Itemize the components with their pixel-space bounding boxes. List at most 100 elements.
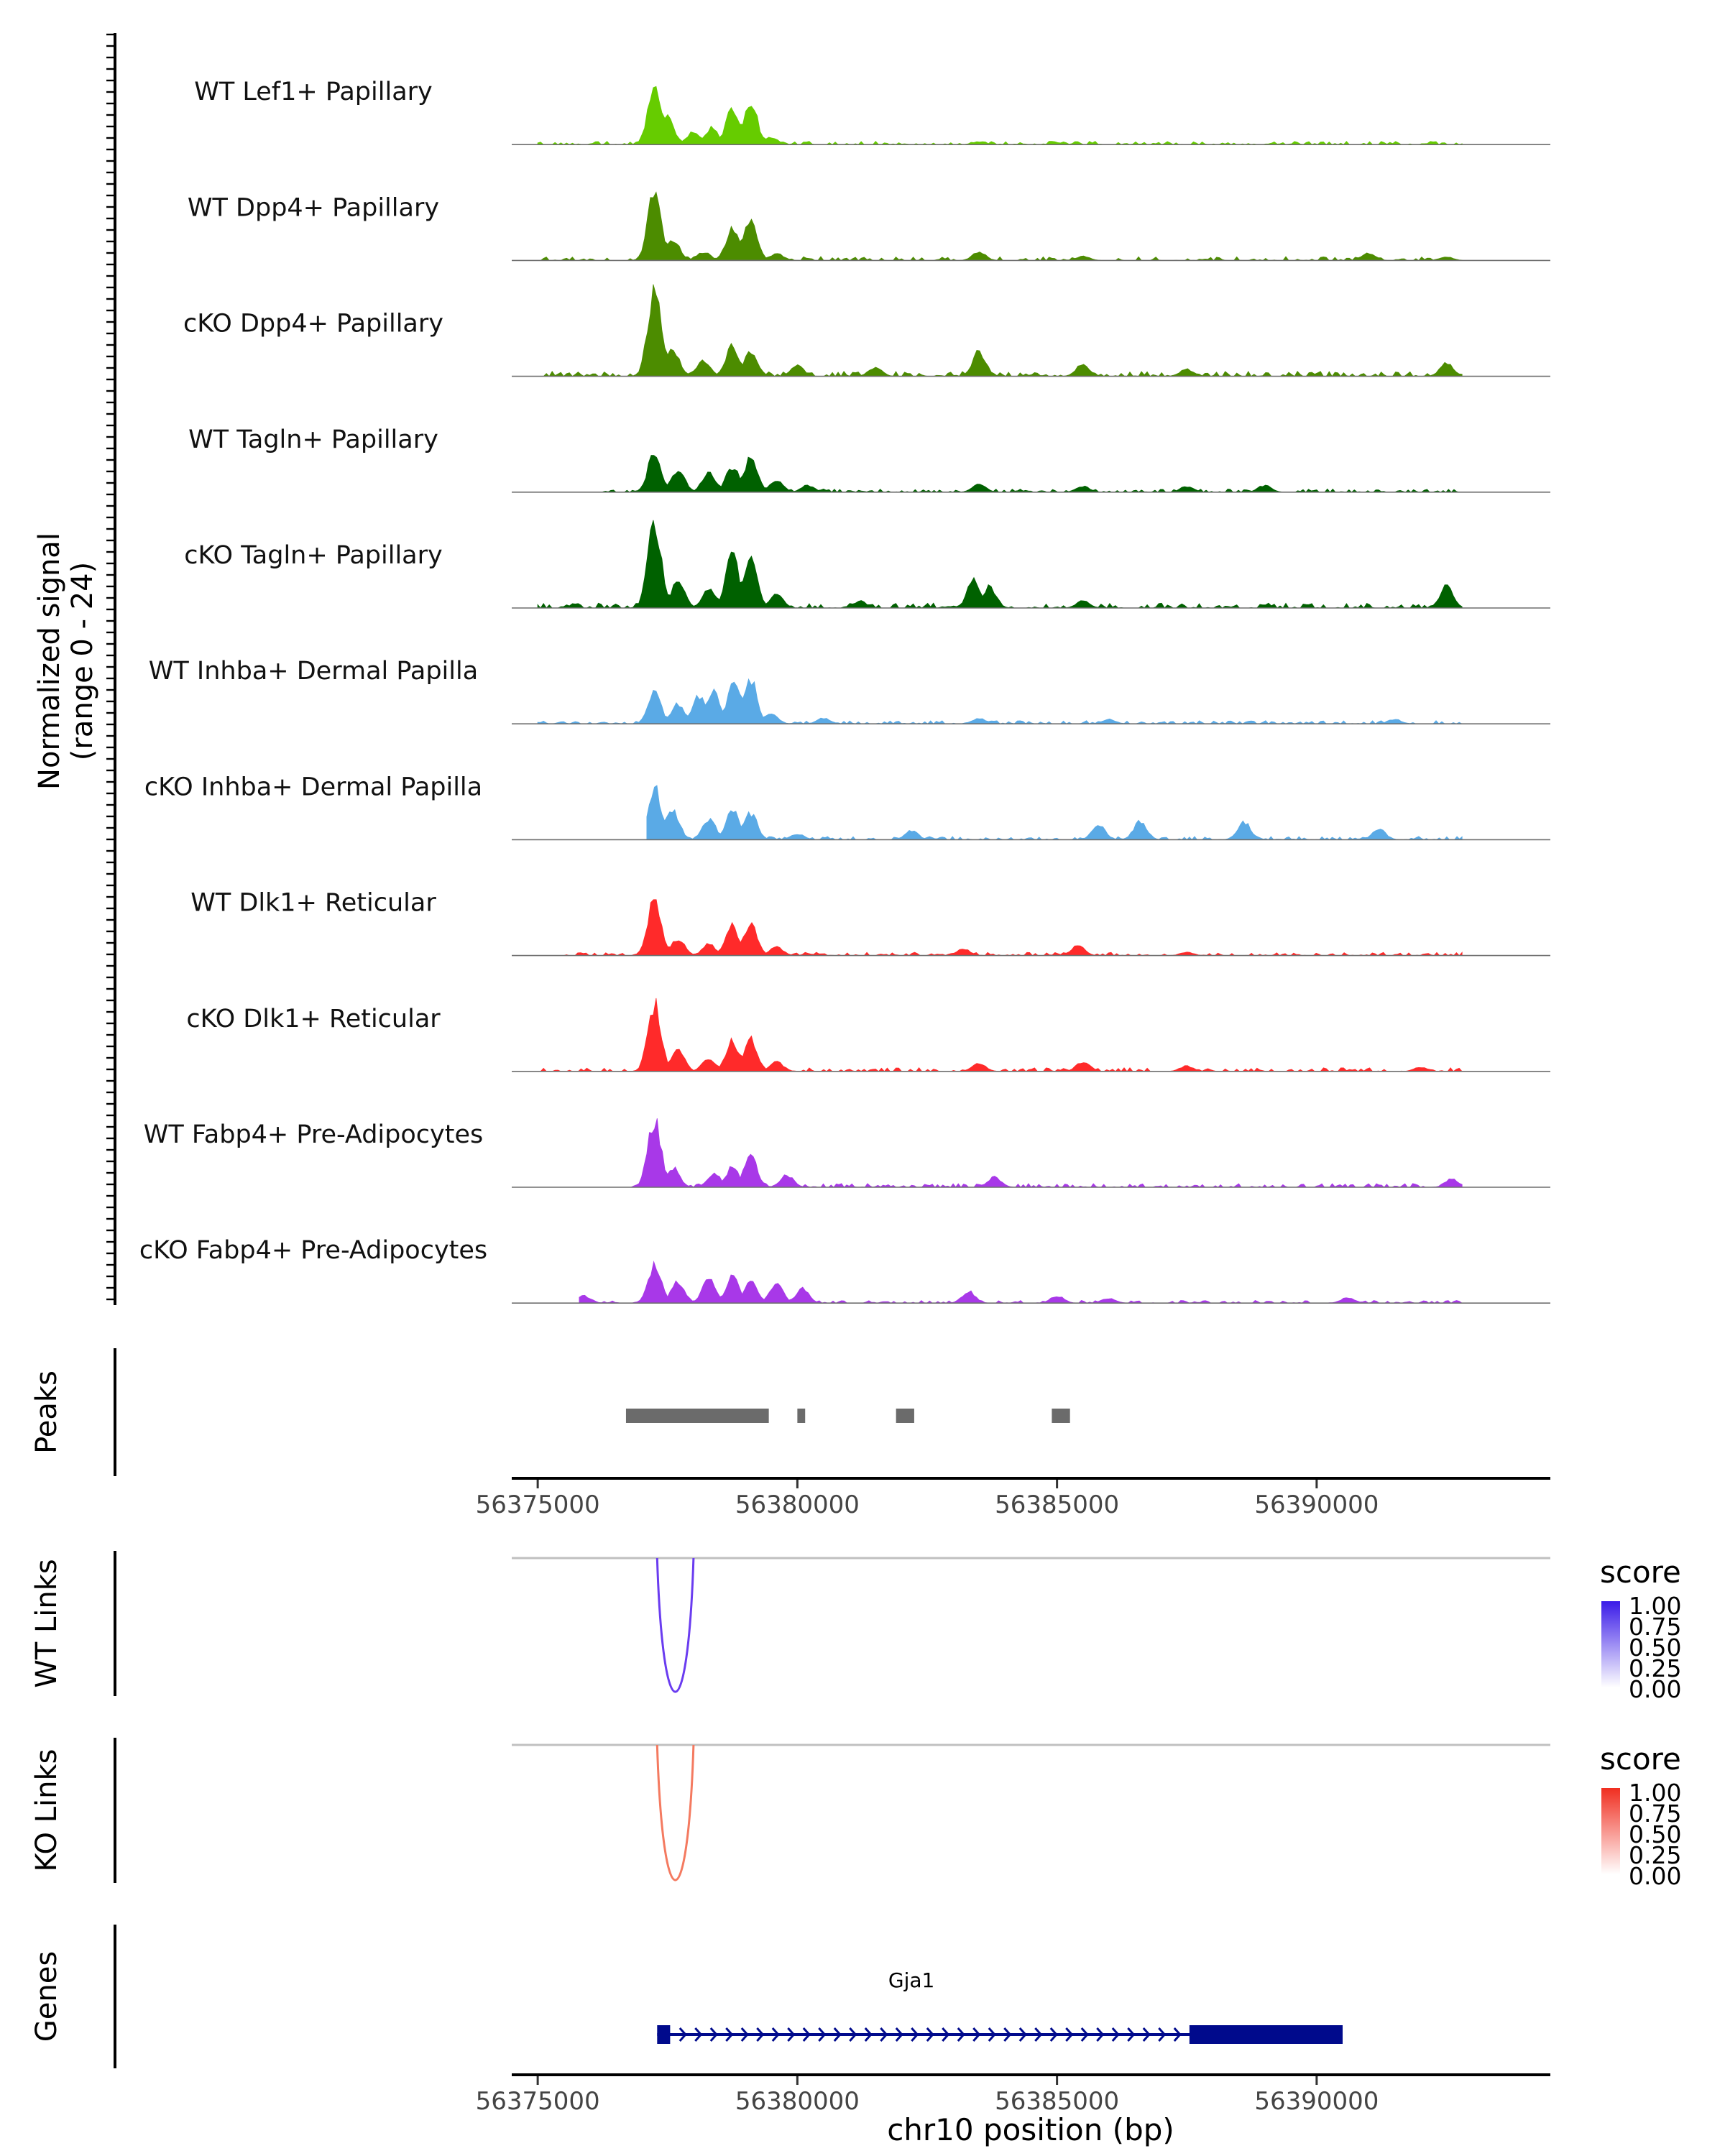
track-label: cKO Tagln+ Papillary [184, 541, 443, 570]
x-tick-label: 56385000 [995, 2087, 1119, 2116]
score-legends: score 1.00 0.75 0.50 0.25 0.00 score 1.0… [1600, 1554, 1681, 1890]
link-arc [656, 1557, 695, 1693]
strand-arrow [895, 2027, 903, 2042]
link-arc [656, 1744, 695, 1881]
strand-arrow [849, 2027, 857, 2042]
signal-area [537, 678, 1463, 724]
track-6: cKO Inhba+ Dermal Papilla [144, 773, 1550, 841]
strand-arrow [1096, 2027, 1105, 2042]
strand-arrow [1142, 2027, 1151, 2042]
track-label: WT Dlk1+ Reticular [190, 889, 436, 918]
signal-tracks: WT Lef1+ Papillary WT Dpp4+ Papillary cKO … [139, 78, 1550, 1304]
strand-arrow [1111, 2027, 1120, 2042]
wt-legend-tick-000: 0.00 [1629, 1675, 1681, 1703]
strand-arrow [926, 2027, 934, 2042]
signal-area [538, 998, 1463, 1072]
signal-area [564, 899, 1463, 957]
y-axis-range: (range 0 - 24) [66, 562, 99, 760]
strand-arrow [880, 2027, 888, 2042]
strand-arrow [972, 2027, 981, 2042]
signal-area [538, 191, 1463, 262]
peak-region [896, 1409, 914, 1423]
x-tick-label: 56390000 [1254, 1491, 1379, 1519]
x-axis-bottom-ticks: 56375000 56380000 56385000 56390000 [476, 2076, 1379, 2116]
track-label: WT Tagln+ Papillary [188, 425, 438, 454]
x-tick-label: 56380000 [735, 2087, 860, 2116]
signal-area [537, 86, 1463, 145]
wt-links-label: WT Links [30, 1559, 63, 1687]
signal-area [599, 455, 1463, 493]
strand-arrow [678, 2027, 687, 2042]
x-tick-label: 56380000 [735, 1491, 860, 1519]
x-tick-label: 56375000 [476, 2087, 600, 2116]
track-label: cKO Dpp4+ Papillary [183, 310, 443, 338]
gene-model: Gja1 [657, 1968, 1343, 2044]
strand-arrow [1173, 2027, 1182, 2042]
wt-legend-tick-075: 0.75 [1629, 1613, 1681, 1641]
ko-legend-tick-100: 1.00 [1629, 1779, 1681, 1807]
track-label: cKO Dlk1+ Reticular [186, 1005, 441, 1033]
y-axis-title: Normalized signal [33, 533, 66, 790]
wt-legend-tick-025: 0.25 [1629, 1654, 1681, 1682]
wt-legend-tick-050: 0.50 [1629, 1634, 1681, 1662]
ko-legend-title: score [1600, 1741, 1681, 1777]
track-8: cKO Dlk1+ Reticular [186, 998, 1550, 1072]
strand-arrow [1003, 2027, 1012, 2042]
track-label: WT Inhba+ Dermal Papilla [149, 657, 478, 686]
signal-y-axis-ticks [106, 33, 115, 1301]
strand-arrow [1158, 2027, 1167, 2042]
strand-arrow [1127, 2027, 1136, 2042]
gene-exon [1189, 2025, 1343, 2044]
track-9: WT Fabp4+ Pre-Adipocytes [144, 1118, 1550, 1188]
strand-arrow [1065, 2027, 1074, 2042]
track-4: cKO Tagln+ Papillary [184, 520, 1550, 609]
strand-arrow [802, 2027, 811, 2042]
strand-arrow [942, 2027, 950, 2042]
peaks-label: Peaks [30, 1370, 63, 1454]
strand-arrow [1034, 2027, 1043, 2042]
strand-arrow [1018, 2027, 1027, 2042]
x-tick-label: 56385000 [995, 1491, 1119, 1519]
strand-arrow [694, 2027, 703, 2042]
track-label: cKO Inhba+ Dermal Papilla [144, 773, 482, 801]
strand-arrow [787, 2027, 796, 2042]
ko-legend-tick-000: 0.00 [1629, 1862, 1681, 1890]
wt-legend-colorbar [1601, 1601, 1620, 1687]
gene-name: Gja1 [888, 1968, 934, 1992]
ko-legend-tick-050: 0.50 [1629, 1820, 1681, 1848]
peak-region [625, 1409, 769, 1423]
x-tick-label: 56390000 [1254, 2087, 1379, 2116]
link-arcs [512, 1557, 1550, 1881]
strand-arrow [740, 2027, 749, 2042]
track-label: WT Lef1+ Papillary [194, 78, 433, 106]
ko-legend-tick-075: 0.75 [1629, 1800, 1681, 1828]
x-tick-label: 56375000 [476, 1491, 600, 1519]
strand-arrow [771, 2027, 780, 2042]
signal-area [579, 1260, 1463, 1304]
track-1: WT Dpp4+ Papillary [188, 191, 1550, 262]
strand-arrow [818, 2027, 827, 2042]
wt-legend-title: score [1600, 1554, 1681, 1590]
strand-arrow [725, 2027, 734, 2042]
track-label: cKO Fabp4+ Pre-Adipocytes [139, 1236, 487, 1265]
track-0: WT Lef1+ Papillary [194, 78, 1550, 145]
strand-arrow [709, 2027, 718, 2042]
track-5: WT Inhba+ Dermal Papilla [149, 657, 1550, 725]
peak-region [1052, 1409, 1070, 1423]
strand-arrow [988, 2027, 996, 2042]
track-3: WT Tagln+ Papillary [188, 425, 1550, 493]
track-10: cKO Fabp4+ Pre-Adipocytes [139, 1236, 1550, 1304]
strand-arrow [957, 2027, 965, 2042]
track-label: WT Fabp4+ Pre-Adipocytes [144, 1120, 483, 1149]
ko-legend-tick-025: 0.25 [1629, 1841, 1681, 1869]
signal-area [646, 785, 1463, 841]
peak-region [797, 1409, 806, 1423]
track-label: WT Dpp4+ Papillary [188, 193, 439, 222]
strand-arrow [911, 2027, 919, 2042]
x-axis-title: chr10 position (bp) [887, 2112, 1174, 2147]
ko-links-label: KO Links [30, 1749, 63, 1872]
signal-area [537, 520, 1463, 609]
x-axis-top-ticks: 56375000 56380000 56385000 56390000 [476, 1480, 1379, 1519]
strand-arrow [756, 2027, 765, 2042]
